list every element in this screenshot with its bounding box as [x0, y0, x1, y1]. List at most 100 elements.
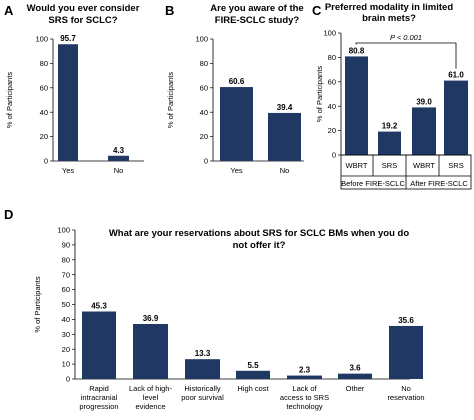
x-tick-label: level: [143, 393, 159, 402]
y-tick-label: 30: [62, 330, 70, 339]
data-label: 36.9: [143, 314, 159, 323]
x-tick-label: Rapid: [89, 384, 109, 393]
y-tick-label: 80: [328, 53, 336, 62]
y-tick-label: 100: [195, 35, 208, 44]
bar: [412, 107, 436, 155]
y-tick-label: 80: [62, 255, 70, 264]
bar: [444, 80, 468, 155]
y-tick-label: 40: [328, 102, 336, 111]
y-axis-label: % of Participants: [166, 72, 175, 129]
chart-title: What are your reservations about SRS for…: [109, 228, 410, 239]
group-label: After FIRE-SCLC: [410, 179, 468, 188]
y-tick-label: 60: [328, 77, 336, 86]
panel-label: C: [312, 3, 322, 18]
y-tick-label: 0: [66, 375, 70, 384]
bar: [287, 375, 322, 379]
bar: [220, 87, 253, 161]
y-tick-label: 40: [40, 108, 48, 117]
y-tick-label: 80: [40, 59, 48, 68]
y-axis-label: % of Participants: [5, 72, 14, 129]
bar: [389, 325, 423, 379]
y-tick-label: 60: [200, 83, 208, 92]
x-tick-label: evidence: [135, 402, 165, 411]
y-tick-label: 60: [40, 83, 48, 92]
group-label: Before FIRE-SCLC: [341, 179, 405, 188]
y-tick-label: 0: [204, 157, 208, 166]
y-tick-label: 70: [62, 270, 70, 279]
bar: [338, 373, 372, 379]
p-value-annotation: P < 0.001: [390, 33, 422, 42]
significance-bracket: [355, 42, 457, 69]
data-label: 60.6: [229, 77, 245, 86]
bar: [236, 370, 270, 379]
panel-label: A: [4, 3, 14, 18]
x-tick-label: progression: [79, 402, 118, 411]
x-tick-label: Yes: [62, 166, 74, 175]
y-tick-label: 0: [44, 157, 48, 166]
bar: [185, 359, 220, 379]
data-label: 80.8: [349, 46, 365, 55]
data-label: 39.4: [277, 103, 293, 112]
panel-label: D: [4, 207, 13, 222]
x-tick-label: Lack of: [292, 384, 317, 393]
y-tick-label: 20: [200, 132, 208, 141]
x-tick-label: WBRT: [413, 161, 435, 170]
y-tick-label: 20: [40, 132, 48, 141]
x-tick-label: Historically: [184, 384, 221, 393]
x-tick-label: intracranial: [81, 393, 118, 402]
y-tick-label: 100: [323, 29, 336, 38]
x-tick-label: SRS: [382, 161, 397, 170]
y-tick-label: 0: [332, 151, 336, 160]
bar: [82, 311, 116, 379]
data-label: 95.7: [60, 34, 76, 43]
data-label: 2.3: [299, 366, 311, 375]
x-tick-label: High cost: [237, 384, 269, 393]
x-tick-label: No: [114, 166, 124, 175]
data-label: 3.6: [349, 364, 361, 373]
y-tick-label: 80: [200, 59, 208, 68]
chart-title: not offer it?: [233, 240, 286, 251]
panel-label: B: [165, 3, 174, 18]
data-label: 5.5: [247, 361, 259, 370]
bar: [378, 131, 401, 155]
x-tick-label: Lack of high-: [129, 384, 172, 393]
y-axis-label: % of Participants: [315, 66, 324, 123]
y-tick-label: 40: [200, 108, 208, 117]
y-tick-label: 100: [35, 35, 48, 44]
chart-title: FIRE-SCLC study?: [215, 15, 300, 26]
y-tick-label: 20: [328, 126, 336, 135]
y-tick-label: 50: [62, 300, 70, 309]
y-tick-label: 10: [62, 360, 70, 369]
data-label: 35.6: [398, 316, 414, 325]
chart-title: Are you aware of the: [210, 3, 303, 14]
x-tick-label: technology: [286, 402, 323, 411]
chart-title: SRS for SCLC?: [48, 15, 117, 26]
y-axis-label: % of Participants: [33, 276, 42, 333]
x-tick-label: access to SRS: [280, 393, 329, 402]
chart-title: Would you ever consider: [27, 3, 140, 14]
x-tick-label: reservation: [387, 393, 424, 402]
bar: [268, 112, 301, 161]
bar: [133, 324, 168, 379]
x-tick-label: poor survival: [181, 393, 224, 402]
bar: [345, 56, 368, 156]
data-label: 45.3: [91, 302, 107, 311]
x-tick-label: Yes: [230, 166, 242, 175]
y-tick-label: 60: [62, 285, 70, 294]
data-label: 61.0: [448, 71, 464, 80]
y-tick-label: 100: [57, 226, 70, 235]
data-label: 39.0: [416, 97, 432, 106]
data-label: 13.3: [195, 349, 211, 358]
y-tick-label: 40: [62, 315, 70, 324]
bar: [108, 155, 129, 161]
x-tick-label: No: [280, 166, 290, 175]
bar: [58, 44, 78, 161]
x-tick-label: No: [401, 384, 411, 393]
data-label: 4.3: [113, 146, 125, 155]
y-tick-label: 90: [62, 241, 70, 250]
x-tick-label: Other: [346, 384, 365, 393]
y-tick-label: 20: [62, 345, 70, 354]
x-tick-label: WBRT: [346, 161, 368, 170]
x-tick-label: SRS: [448, 161, 463, 170]
